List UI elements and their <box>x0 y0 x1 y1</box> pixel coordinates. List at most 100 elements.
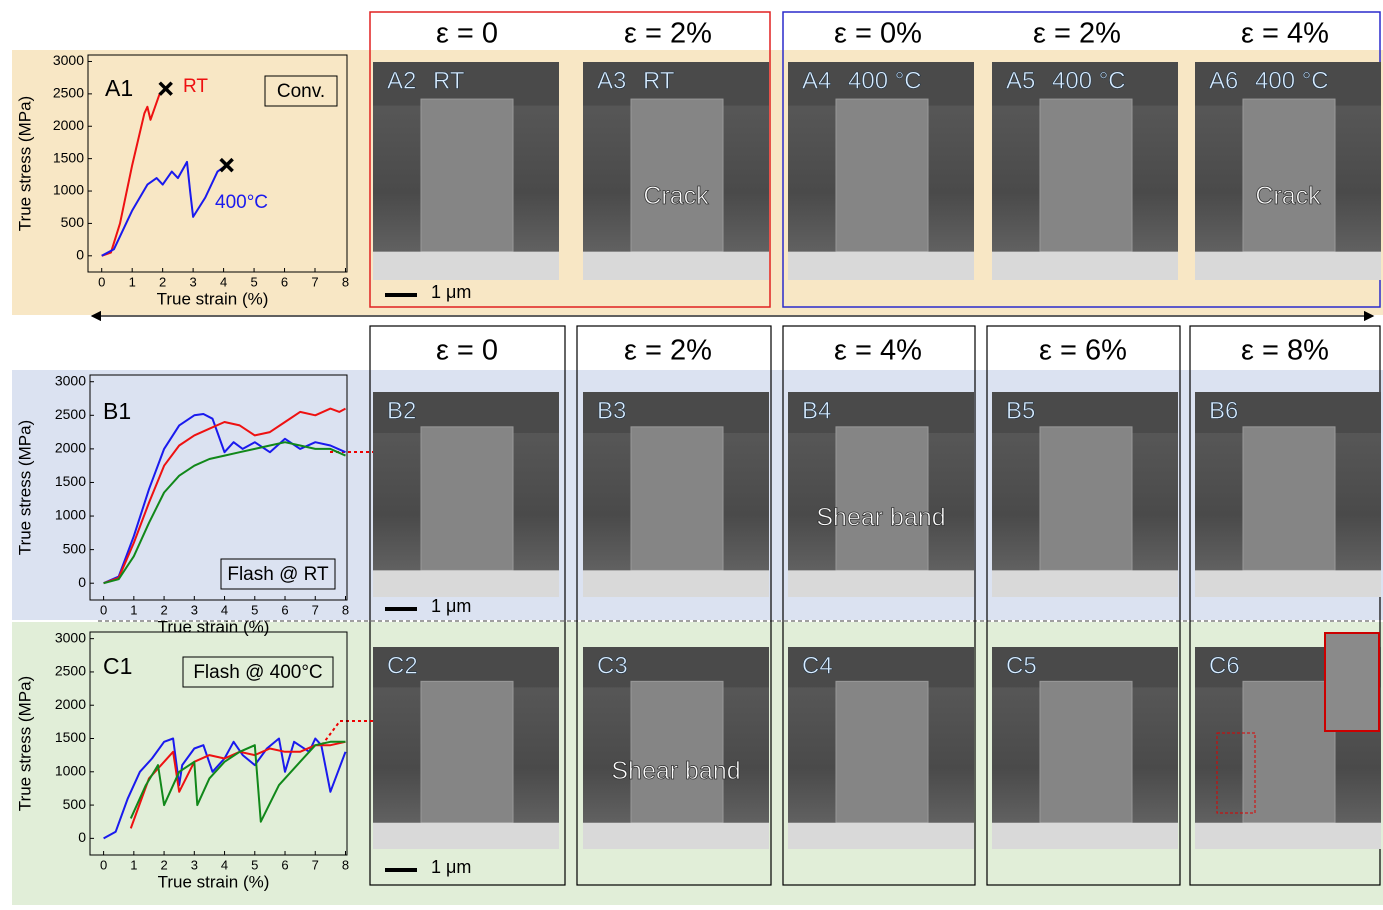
x-tick-label: 4 <box>221 602 228 617</box>
image-label: B6 <box>1209 397 1238 424</box>
image-label: A2 <box>387 67 416 94</box>
x-tick-label: 0 <box>100 602 107 617</box>
sem-image <box>373 62 559 280</box>
image-note: Crack <box>1255 182 1321 210</box>
substrate <box>373 252 559 280</box>
x-tick-label: 8 <box>342 857 349 872</box>
pillar <box>836 99 928 252</box>
y-tick-label: 3000 <box>55 629 86 645</box>
condition-label: Conv. <box>277 81 325 102</box>
y-tick-label: 2000 <box>55 696 86 712</box>
inset-frame <box>1325 633 1379 731</box>
y-tick-label: 2500 <box>55 406 86 422</box>
image-label: C5 <box>1006 652 1037 679</box>
substrate <box>788 252 974 280</box>
image-label: A6 <box>1209 67 1238 94</box>
pillar <box>1243 427 1335 570</box>
substrate <box>1195 823 1381 849</box>
strain-header: ε = 6% <box>1039 335 1127 367</box>
pillar <box>631 99 723 252</box>
panel-label: A1 <box>105 75 133 101</box>
y-tick-label: 3000 <box>55 372 86 388</box>
image-label: A3 <box>597 67 626 94</box>
sem-image <box>1195 62 1381 280</box>
strain-header: ε = 2% <box>1033 18 1121 50</box>
strain-header: ε = 2% <box>624 335 712 367</box>
substrate <box>1195 252 1381 280</box>
y-tick-label: 3000 <box>53 52 84 68</box>
strain-header: ε = 0 <box>436 335 498 367</box>
x-tick-label: 3 <box>191 857 198 872</box>
y-tick-label: 0 <box>78 574 86 590</box>
substrate <box>373 570 559 597</box>
image-label: B5 <box>1006 397 1035 424</box>
x-tick-label: 2 <box>160 857 167 872</box>
pillar <box>631 427 723 570</box>
image-label: A5 <box>1006 67 1035 94</box>
x-tick-label: 6 <box>281 857 288 872</box>
pillar <box>421 681 513 822</box>
x-tick-label: 1 <box>130 857 137 872</box>
y-axis-label: True stress (MPa) <box>15 420 34 555</box>
image-label: B4 <box>802 397 831 424</box>
x-tick-label: 5 <box>250 274 257 289</box>
x-tick-label: 7 <box>312 857 319 872</box>
image-note: Shear band <box>816 504 945 532</box>
pillar <box>1243 99 1335 252</box>
series-label: 400°C <box>215 192 268 213</box>
scale-label: 1 μm <box>431 282 471 302</box>
sem-image <box>788 62 974 280</box>
image-condition: RT <box>643 67 675 94</box>
image-note: Crack <box>643 182 709 210</box>
x-tick-label: 7 <box>312 602 319 617</box>
x-axis-label: True strain (%) <box>158 872 270 891</box>
image-label: C3 <box>597 652 628 679</box>
y-tick-label: 2500 <box>55 663 86 679</box>
scale-label: 1 μm <box>431 857 471 877</box>
panel-label: C1 <box>103 653 132 679</box>
scale-label: 1 μm <box>431 596 471 616</box>
strain-header: ε = 0 <box>436 18 498 50</box>
strain-header: ε = 4% <box>834 335 922 367</box>
image-label: C2 <box>387 652 418 679</box>
pillar <box>1040 681 1132 822</box>
y-tick-label: 1000 <box>53 182 84 198</box>
strain-header: ε = 4% <box>1241 18 1329 50</box>
y-tick-label: 0 <box>78 829 86 845</box>
strain-header: ε = 0% <box>834 18 922 50</box>
x-axis-label: True strain (%) <box>157 289 269 308</box>
substrate <box>788 823 974 849</box>
x-tick-label: 8 <box>342 274 349 289</box>
condition-label: Flash @ 400°C <box>193 662 322 683</box>
x-tick-label: 6 <box>281 274 288 289</box>
x-tick-label: 6 <box>281 602 288 617</box>
pillar <box>836 681 928 822</box>
y-tick-label: 1500 <box>55 729 86 745</box>
strain-header: ε = 8% <box>1241 335 1329 367</box>
pillar <box>631 681 723 822</box>
strain-header: ε = 2% <box>624 18 712 50</box>
y-axis-label: True stress (MPa) <box>15 676 34 811</box>
image-condition: 400 °C <box>1255 67 1329 94</box>
x-tick-label: 5 <box>251 857 258 872</box>
substrate <box>583 252 769 280</box>
substrate <box>992 823 1178 849</box>
x-tick-label: 4 <box>220 274 227 289</box>
x-tick-label: 3 <box>191 602 198 617</box>
image-condition: RT <box>433 67 465 94</box>
image-condition: 400 °C <box>848 67 922 94</box>
y-tick-label: 1500 <box>55 473 86 489</box>
substrate <box>1195 570 1381 597</box>
x-tick-label: 1 <box>129 274 136 289</box>
substrate <box>992 252 1178 280</box>
x-tick-label: 2 <box>160 602 167 617</box>
image-label: B3 <box>597 397 626 424</box>
pillar <box>421 99 513 252</box>
x-axis-label: True strain (%) <box>158 617 270 636</box>
y-tick-label: 500 <box>63 540 87 556</box>
image-label: C4 <box>802 652 833 679</box>
substrate <box>992 570 1178 597</box>
x-tick-label: 3 <box>190 274 197 289</box>
pillar <box>836 427 928 570</box>
y-tick-label: 2500 <box>53 85 84 101</box>
